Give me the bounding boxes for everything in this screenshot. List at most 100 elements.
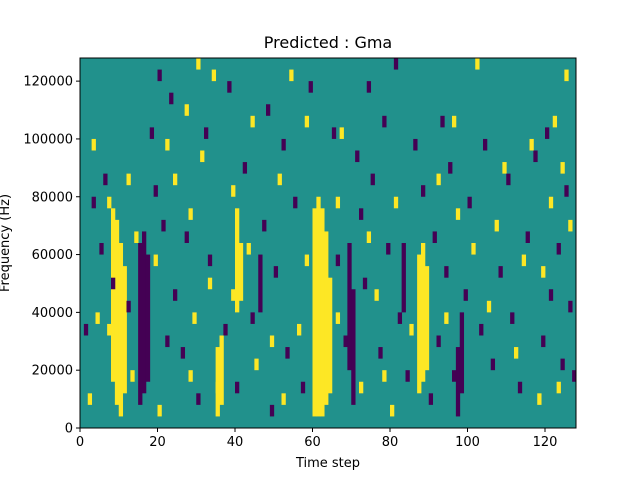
heatmap-low-run	[351, 289, 356, 405]
heatmap-high-cell	[366, 231, 372, 243]
heatmap-high-cell	[556, 381, 561, 394]
heatmap-low-cell	[250, 312, 255, 324]
heatmap-low-cell	[382, 115, 387, 128]
heatmap-low-cell	[448, 162, 453, 174]
heatmap-high-run	[320, 208, 325, 417]
heatmap-low-cell	[366, 81, 372, 93]
heatmap-high-cell	[289, 69, 294, 82]
heatmap-low-cell	[269, 404, 275, 417]
heatmap-low-cell	[421, 185, 426, 197]
heatmap-low-cell	[273, 266, 279, 278]
heatmap-low-cell	[490, 358, 496, 371]
heatmap-high-cell	[277, 173, 282, 186]
heatmap-low-run	[459, 312, 465, 394]
heatmap-high-cell	[153, 254, 158, 267]
heatmap-low-cell	[444, 266, 449, 278]
heatmap-high-run	[219, 335, 224, 405]
heatmap-high-cell	[231, 289, 236, 301]
heatmap-high-cell	[173, 173, 178, 186]
heatmap-high-cell	[560, 162, 565, 174]
heatmap-high-cell	[564, 69, 569, 82]
heatmap-low-run	[258, 254, 263, 313]
y-tick-label: 20000	[32, 364, 73, 379]
heatmap-high-run	[114, 219, 120, 405]
heatmap-high-cell	[455, 208, 461, 220]
heatmap-low-cell	[397, 312, 403, 324]
heatmap-low-cell	[560, 358, 565, 371]
heatmap-low-cell	[196, 393, 201, 405]
x-tick-label: 80	[382, 435, 399, 450]
heatmap-high-cell	[390, 404, 395, 417]
heatmap-low-cell	[432, 231, 437, 243]
y-tick-label: 120000	[23, 75, 73, 90]
heatmap-high-cell	[188, 370, 193, 382]
heatmap-low-cell	[428, 393, 434, 405]
heatmap-high-cell	[188, 208, 193, 220]
heatmap-low-cell	[343, 335, 348, 348]
y-tick-label: 80000	[32, 190, 73, 205]
heatmap-high-cell	[196, 58, 201, 70]
heatmap-high-cell	[393, 196, 399, 209]
heatmap-low-cell	[362, 277, 368, 290]
heatmap-high-cell	[246, 243, 251, 255]
heatmap-low-cell	[83, 323, 89, 336]
heatmap-high-cell	[200, 150, 205, 163]
heatmap-high-cell	[475, 58, 480, 70]
y-tick-label: 40000	[32, 306, 73, 321]
heatmap-low-cell	[180, 347, 186, 359]
heatmap-high-cell	[107, 196, 112, 209]
heatmap-low-cell	[440, 115, 445, 128]
heatmap-low-cell	[308, 81, 313, 93]
heatmap-low-cell	[436, 335, 441, 348]
heatmap-low-run	[138, 243, 143, 405]
heatmap-high-cell	[211, 69, 217, 82]
plot-frame	[79, 57, 577, 429]
heatmap-low-cell	[545, 127, 550, 139]
x-tick-label: 0	[76, 435, 84, 450]
heatmap-low-cell	[548, 289, 554, 301]
heatmap-low-cell	[184, 231, 189, 243]
heatmap-high-cell	[254, 358, 259, 371]
heatmap-high-cell	[359, 381, 364, 394]
heatmap-high-cell	[339, 127, 344, 139]
heatmap-high-run	[118, 243, 124, 417]
heatmap-high-run	[328, 277, 333, 394]
heatmap-high-cell	[521, 254, 527, 267]
heatmap-high-cell	[126, 173, 131, 186]
heatmap-high-cell	[91, 138, 96, 151]
heatmap-low-cell	[572, 370, 576, 382]
heatmap-high-cell	[95, 312, 100, 324]
heatmap-high-run	[316, 196, 321, 417]
y-tick-label: 100000	[23, 132, 73, 147]
heatmap-low-cell	[235, 381, 240, 394]
heatmap-high-cell	[444, 312, 449, 324]
heatmap-low-cell	[331, 127, 337, 139]
heatmap-low-cell	[525, 231, 530, 243]
heatmap-high-cell	[134, 231, 139, 243]
heatmap-high-cell	[281, 393, 286, 405]
heatmap-low-cell	[463, 289, 468, 301]
heatmap-high-run	[111, 208, 116, 382]
heatmap-low-cell	[467, 196, 472, 209]
heatmap-high-run	[417, 254, 422, 394]
heatmap-high-run	[424, 266, 430, 371]
heatmap-low-cell	[479, 323, 484, 336]
heatmap-low-cell	[281, 138, 286, 151]
heatmap-high-cell	[192, 312, 197, 324]
heatmap-high-run	[324, 231, 329, 405]
heatmap-high-cell	[382, 370, 387, 382]
y-tick-label: 60000	[32, 248, 73, 263]
heatmap-low-cell	[227, 81, 232, 93]
heatmap-low-cell	[242, 162, 248, 174]
heatmap-low-cell	[99, 243, 104, 255]
heatmap-high-cell	[494, 219, 499, 232]
heatmap-low-cell	[483, 138, 488, 151]
heatmap-low-cell	[266, 104, 271, 116]
heatmap-low-cell	[564, 185, 569, 197]
heatmap-low-cell	[393, 58, 399, 70]
heatmap-low-cell	[413, 138, 418, 151]
heatmap-high-cell	[529, 138, 534, 151]
heatmap-low-cell	[378, 347, 383, 359]
x-tick-label: 60	[304, 435, 321, 450]
